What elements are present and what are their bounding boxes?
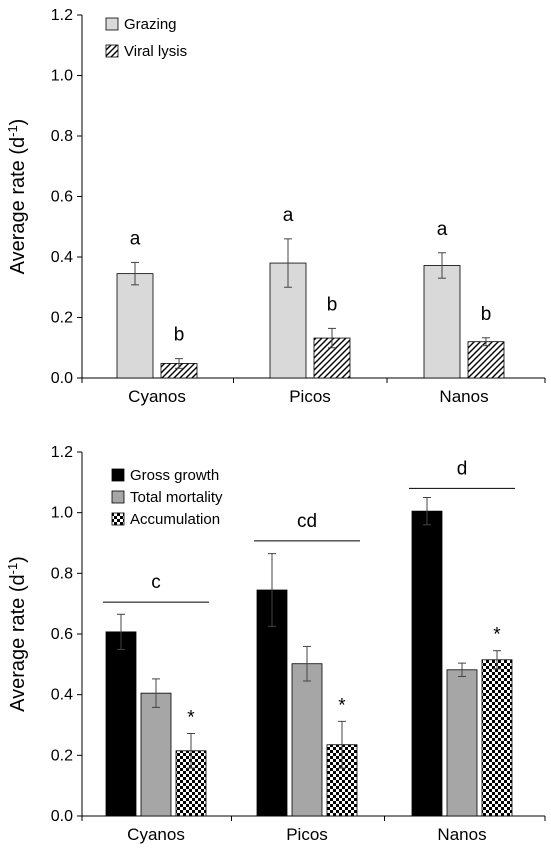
bar [467,341,505,379]
bar [256,589,288,817]
bar [269,262,307,379]
significance-label: a [437,219,448,240]
y-axis-title: Average rate (d-1) [5,556,30,712]
y-tick-label: 0.8 [51,128,73,145]
y-tick-label: 0.6 [51,626,73,643]
y-tick-label: 0.4 [51,249,73,266]
x-category-label: Cyanos [127,825,185,844]
y-tick-label: 1.0 [51,68,73,85]
bar [423,265,461,379]
legend-label: Accumulation [130,511,220,528]
significance-label: a [283,205,294,226]
legend-label: Grazing [124,16,177,33]
legend-label: Viral lysis [124,43,187,60]
y-axis-title: Average rate (d-1) [5,119,30,275]
bar [105,631,137,817]
y-tick-label: 0.0 [51,370,73,387]
x-category-label: Picos [289,387,331,406]
x-category-label: Nanos [439,387,488,406]
bar [481,659,513,817]
y-tick-label: 0.6 [51,189,73,206]
y-tick-label: 0.2 [51,310,73,327]
significance-label: b [481,304,492,325]
y-tick-label: 0.8 [51,565,73,582]
significance-label: a [130,228,141,249]
bar [446,669,478,817]
x-category-label: Cyanos [128,387,186,406]
group-bracket-label: d [457,458,468,479]
y-tick-label: 0.2 [51,747,73,764]
bar [291,663,323,817]
legend-swatch [105,44,119,58]
significance-label: * [187,707,195,728]
y-tick-label: 1.0 [51,505,73,522]
chart-bottom: 0.0 0.2 0.4 0.6 0.8 1.0 1.2 Average rate (d-1) C… [5,444,546,844]
legend-swatch [111,490,125,504]
group-bracket-label: cd [297,511,317,532]
legend-swatch [111,512,125,526]
legend-swatch [111,468,125,482]
group-bracket-label: c [151,572,161,593]
y-axis-title-end: ) [7,556,29,563]
y-axis-title-main: Average rate (d [7,574,29,712]
significance-label: b [327,294,338,315]
x-category-label: Nanos [437,825,486,844]
y-axis-title-superscript: -1 [5,125,20,137]
chart-top: 0.0 0.2 0.4 0.6 0.8 1.0 1.2 Average rate (d-1) C… [5,7,546,406]
bar [140,692,172,817]
y-tick-label: 0.0 [51,808,73,825]
y-axis-title-main: Average rate (d [7,137,29,275]
y-tick-label: 1.2 [51,7,73,24]
legend-swatch [105,17,119,31]
legend-label: Total mortality [130,489,223,506]
y-axis-title-end: ) [7,119,29,126]
y-tick-label: 1.2 [51,444,73,461]
legend-label: Gross growth [130,467,219,484]
bar [411,510,443,817]
significance-label: b [174,325,185,346]
y-axis-title-superscript: -1 [5,563,20,575]
significance-label: * [493,625,501,646]
y-tick-label: 0.4 [51,687,73,704]
bar [116,273,154,379]
significance-label: * [338,695,346,716]
x-category-label: Picos [286,825,328,844]
